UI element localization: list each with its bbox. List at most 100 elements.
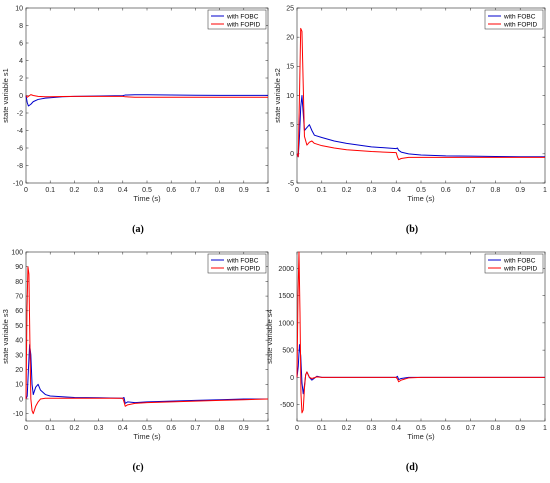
x-tick-label: 0.9 <box>239 425 249 432</box>
y-tick-label: -2 <box>17 110 23 117</box>
y-tick-label: 40 <box>15 338 23 345</box>
y-tick-label: -5 <box>288 180 294 187</box>
y-tick-label: 15 <box>286 64 294 71</box>
series-line-fopid <box>25 266 269 415</box>
legend-entry: with FOPID <box>226 21 261 28</box>
y-tick-label: 8 <box>19 23 23 30</box>
y-axis-label: state variable s4 <box>265 309 274 364</box>
x-tick-label: 1 <box>543 425 547 432</box>
x-tick-label: 0 <box>295 187 299 194</box>
x-tick-label: 1 <box>266 425 270 432</box>
y-tick-label: 10 <box>286 93 294 100</box>
x-tick-label: 0.4 <box>118 425 128 432</box>
x-tick-label: 0.7 <box>191 425 201 432</box>
x-tick-label: 1 <box>543 187 547 194</box>
x-tick-label: 0.1 <box>317 425 327 432</box>
chart-b: 0 0.1 0.2 0.3 0.4 0.5 0.6 0.7 0.8 0.9 1-5051015202… <box>273 5 547 235</box>
series-line-fobc <box>296 95 545 158</box>
x-tick-label: 0.2 <box>70 425 80 432</box>
plot-area <box>296 7 546 184</box>
x-tick-label: 0.6 <box>166 187 176 194</box>
x-tick-label: 0.5 <box>142 425 152 432</box>
x-tick-label: 0.4 <box>391 425 401 432</box>
y-tick-label: -10 <box>13 180 23 187</box>
legend-entry: with FOBC <box>226 13 259 20</box>
x-axis-label: Time (s) <box>133 194 161 203</box>
plot-area <box>25 251 269 422</box>
x-axis-label: Time (s) <box>407 432 435 441</box>
y-tick-label: 0 <box>19 396 23 403</box>
y-tick-label: 0 <box>290 375 294 382</box>
x-tick-label: 0.7 <box>466 187 476 194</box>
y-tick-label: 10 <box>15 382 23 389</box>
x-tick-label: 0.4 <box>391 187 401 194</box>
y-tick-label: 1000 <box>278 320 294 327</box>
y-tick-label: -6 <box>17 145 23 152</box>
plot-area <box>296 251 546 422</box>
series-line-fobc <box>25 344 268 404</box>
subfigure-caption: (a) <box>132 224 144 235</box>
x-tick-label: 0.3 <box>367 425 377 432</box>
x-tick-label: 0 <box>24 425 28 432</box>
y-tick-label: 80 <box>15 279 23 286</box>
x-tick-label: 0.8 <box>491 425 501 432</box>
x-tick-label: 0.9 <box>239 187 249 194</box>
x-tick-label: 0.5 <box>416 425 426 432</box>
x-tick-label: 0.1 <box>317 187 327 194</box>
x-tick-label: 0.6 <box>441 425 451 432</box>
x-tick-label: 0.1 <box>45 187 55 194</box>
x-tick-label: 0.3 <box>367 187 377 194</box>
x-tick-label: 0.9 <box>515 425 525 432</box>
y-tick-label: 10 <box>15 5 23 12</box>
x-tick-label: 0 <box>295 425 299 432</box>
y-axis-label: state variable s2 <box>273 68 282 123</box>
y-tick-label: 4 <box>19 58 23 65</box>
y-tick-label: 25 <box>286 5 294 12</box>
subfigure-caption: (c) <box>132 462 143 473</box>
series-line-fopid <box>296 27 545 161</box>
x-tick-label: 0.4 <box>118 187 128 194</box>
subfigure-caption: (d) <box>406 462 418 473</box>
subfigure-caption: (b) <box>406 224 418 235</box>
y-tick-label: -500 <box>280 402 294 409</box>
y-tick-label: 50 <box>15 323 23 330</box>
y-tick-label: 1500 <box>278 293 294 300</box>
x-tick-label: 0.6 <box>166 425 176 432</box>
x-tick-label: 0.3 <box>94 187 104 194</box>
x-tick-label: 0.2 <box>342 187 352 194</box>
chart-c: 0 0.1 0.2 0.3 0.4 0.5 0.6 0.7 0.8 0.9 1-1001020304… <box>1 249 270 473</box>
series-line-fopid <box>25 94 268 98</box>
x-tick-label: 0 <box>24 187 28 194</box>
x-axis-label: Time (s) <box>133 432 161 441</box>
x-tick-label: 0.1 <box>45 425 55 432</box>
y-axis-label: state variable s3 <box>1 309 10 364</box>
chart-a: 0 0.1 0.2 0.3 0.4 0.5 0.6 0.7 0.8 0.9 1 -10 -8 -6 -4 -2… <box>1 5 270 235</box>
x-tick-label: 0.5 <box>142 187 152 194</box>
y-tick-label: 20 <box>15 367 23 374</box>
legend-entry: with FOBC <box>503 257 536 264</box>
legend-entry: with FOPID <box>503 265 538 272</box>
y-tick-label: 90 <box>15 264 23 271</box>
x-tick-label: 1 <box>266 187 270 194</box>
y-tick-label: 60 <box>15 308 23 315</box>
y-tick-label: 5 <box>290 122 294 129</box>
legend-entry: with FOPID <box>226 265 261 272</box>
x-tick-label: 0.7 <box>191 187 201 194</box>
x-axis-label: Time (s) <box>407 194 435 203</box>
y-tick-label: -8 <box>17 163 23 170</box>
y-tick-label: 6 <box>19 40 23 47</box>
y-axis-label: state variable s1 <box>1 68 10 123</box>
x-tick-label: 0.7 <box>466 425 476 432</box>
x-tick-label: 0.9 <box>515 187 525 194</box>
x-tick-label: 0.2 <box>342 425 352 432</box>
y-tick-label: 2 <box>19 75 23 82</box>
chart-d: 0 0.1 0.2 0.3 0.4 0.5 0.6 0.7 0.8 0.9 1 -500 0 500 100… <box>265 251 547 473</box>
x-tick-label: 0.5 <box>416 187 426 194</box>
y-tick-label: 0 <box>290 151 294 158</box>
x-tick-label: 0.8 <box>215 187 225 194</box>
x-tick-label: 0.8 <box>491 187 501 194</box>
y-tick-label: 30 <box>15 352 23 359</box>
y-tick-label: 20 <box>286 35 294 42</box>
legend-entry: with FOPID <box>503 21 538 28</box>
y-tick-label: 70 <box>15 293 23 300</box>
